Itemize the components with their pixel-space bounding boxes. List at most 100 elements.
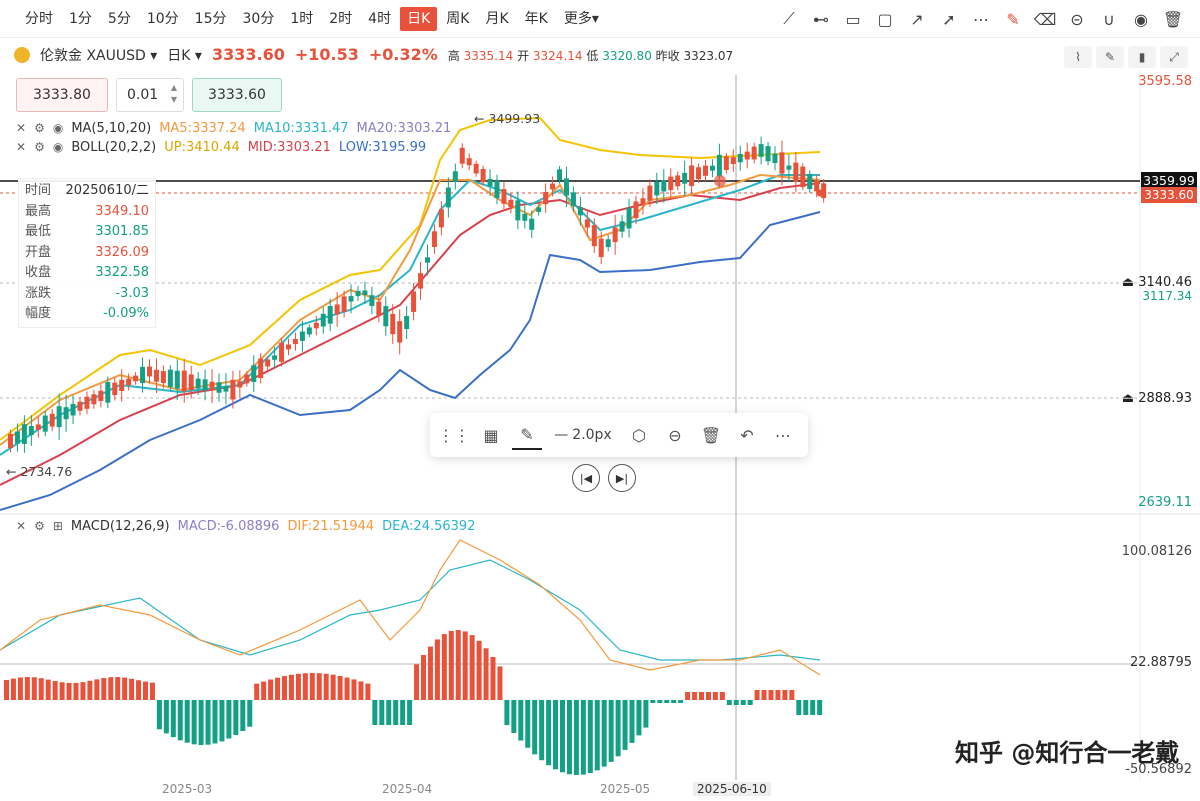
macd-histogram-bar (66, 682, 72, 700)
candle-body (195, 378, 201, 389)
quantity-value: 0.01 (127, 87, 159, 103)
undo-icon[interactable]: ↶ (740, 425, 754, 445)
symbol-ohlc: 高 3335.14 开 3324.14 低 3320.80 昨收 3323.07 (447, 49, 734, 63)
period-tab[interactable]: 5分 (107, 10, 131, 27)
macd-histogram-bar (184, 700, 190, 743)
candle-body (77, 401, 83, 411)
trash-icon[interactable]: 🗑 (1162, 9, 1184, 29)
info-time-label: 时间 (25, 183, 52, 198)
unlock-icon[interactable]: ⊖ (668, 425, 682, 445)
edit-highlight-icon[interactable]: ✎ (1006, 9, 1020, 29)
macd-histogram-bar (386, 700, 392, 725)
candle-icon[interactable]: ▮ (1128, 46, 1156, 68)
candle-body (334, 304, 340, 315)
candle-body (814, 180, 820, 192)
info-low-label: 最低 (25, 224, 52, 239)
arrow-line-icon[interactable]: ↗ (910, 9, 924, 29)
buy-button[interactable]: 3333.60 (192, 78, 282, 112)
step-forward-button[interactable]: ▶| (608, 464, 636, 492)
dea-value: DEA:24.56392 (382, 518, 476, 534)
expand-box-icon[interactable]: ⊞ (52, 519, 63, 533)
candle-body (605, 239, 611, 248)
candle-body (404, 316, 410, 330)
period-tab[interactable]: 15分 (194, 10, 227, 27)
more-icon[interactable]: ⋯ (775, 425, 791, 445)
settings-icon[interactable]: ⚙ (34, 140, 45, 154)
x-label-3: 2025-05 (600, 782, 651, 796)
drag-handle-icon[interactable]: ⋮⋮ (438, 425, 470, 445)
macd-histogram-bar (636, 700, 642, 736)
period-tab[interactable]: 分时 (25, 10, 53, 27)
quantity-stepper[interactable]: 0.01 ▲ ▼ (116, 78, 184, 112)
period-tab[interactable]: 1分 (69, 10, 92, 27)
macd-histogram-bar (316, 673, 322, 700)
horizontal-line-icon[interactable]: ⊷ (813, 9, 829, 29)
rectangle-icon[interactable]: ▭ (845, 9, 861, 29)
eye-icon[interactable]: ◉ (1134, 9, 1148, 29)
lock-icon[interactable]: ⊝ (1070, 9, 1084, 29)
period-tab[interactable]: 30分 (242, 10, 275, 27)
macd-histogram-bar (177, 700, 183, 741)
macd-histogram-bar (129, 678, 135, 700)
symbol-period[interactable]: 日K ▾ (167, 48, 202, 64)
macd-axis-top: 100.08126 (1121, 544, 1192, 559)
candle-body (675, 175, 681, 187)
trendline-icon[interactable]: ⟋ (783, 9, 795, 28)
period-tab[interactable]: 月K (485, 10, 509, 27)
ma10-value: MA10:3331.47 (253, 120, 349, 136)
chart-type-icon[interactable]: ⌇ (1064, 46, 1092, 68)
settings-hex-icon[interactable]: ⬡ (632, 425, 646, 445)
candle-body (223, 385, 229, 392)
comment-icon[interactable]: ▢ (877, 9, 893, 29)
symbol-name[interactable]: 伦敦金 XAUUSD ▾ (40, 48, 158, 64)
macd-legend: ✕ ⚙ ⊞ MACD(12,26,9) MACD:-6.08896 DIF:21… (16, 517, 475, 535)
macd-histogram-bar (205, 700, 211, 745)
macd-histogram-bar (254, 683, 260, 700)
candle-body (647, 185, 653, 201)
candle-body (244, 374, 250, 384)
candle-body (633, 201, 639, 219)
fullscreen-icon[interactable]: ⤢ (1160, 46, 1188, 68)
magnet-icon[interactable]: ∪ (1103, 9, 1115, 29)
period-tab[interactable]: 2时 (329, 10, 353, 27)
candle-body (543, 191, 549, 205)
eye-icon[interactable]: ◉ (52, 140, 64, 154)
period-tab[interactable]: 4时 (368, 10, 392, 27)
settings-icon[interactable]: ⚙ (34, 121, 45, 135)
candle-body (452, 171, 458, 182)
settings-icon[interactable]: ⚙ (34, 519, 45, 533)
period-tab[interactable]: 周K (446, 10, 470, 27)
period-tab[interactable]: 日K (400, 6, 438, 31)
pencil-color-icon[interactable]: ✎ (512, 420, 542, 450)
stepper-arrows-icon[interactable]: ▲ ▼ (170, 83, 177, 104)
candle-body (577, 207, 583, 216)
eraser-icon[interactable]: ⌫ (1033, 9, 1057, 29)
step-back-button[interactable]: |◀ (572, 464, 600, 492)
candle-body (466, 158, 472, 166)
line-width-select[interactable]: — 2.0px (554, 427, 612, 443)
collapse-icon[interactable]: ✕ (16, 140, 27, 154)
period-tab[interactable]: 10分 (146, 10, 179, 27)
eye-icon[interactable]: ◉ (52, 121, 64, 135)
candle-body (84, 396, 90, 409)
template-icon[interactable]: ▦ (483, 425, 499, 445)
macd-histogram-bar (761, 690, 767, 700)
collapse-icon[interactable]: ✕ (16, 121, 27, 135)
period-tab[interactable]: 年K (524, 10, 548, 27)
pen-icon[interactable]: ✎ (1096, 46, 1124, 68)
candle-body (584, 219, 590, 228)
watermark: 知乎 @知行合一老戴 (955, 739, 1180, 767)
macd-histogram-bar (351, 679, 357, 700)
collapse-icon[interactable]: ✕ (16, 519, 27, 533)
period-tab[interactable]: 更多▾ (563, 10, 599, 27)
arrow-icon[interactable]: ➚ (942, 9, 956, 29)
more-dots-icon[interactable]: ⋯ (973, 9, 989, 29)
macd-histogram-bar (358, 681, 364, 700)
sell-button[interactable]: 3333.80 (16, 78, 108, 112)
delete-icon[interactable]: 🗑 (700, 425, 722, 445)
candle-body (508, 199, 514, 208)
candle-body (418, 273, 424, 289)
info-low: 3301.85 (95, 224, 149, 239)
period-tab[interactable]: 1时 (290, 10, 314, 27)
